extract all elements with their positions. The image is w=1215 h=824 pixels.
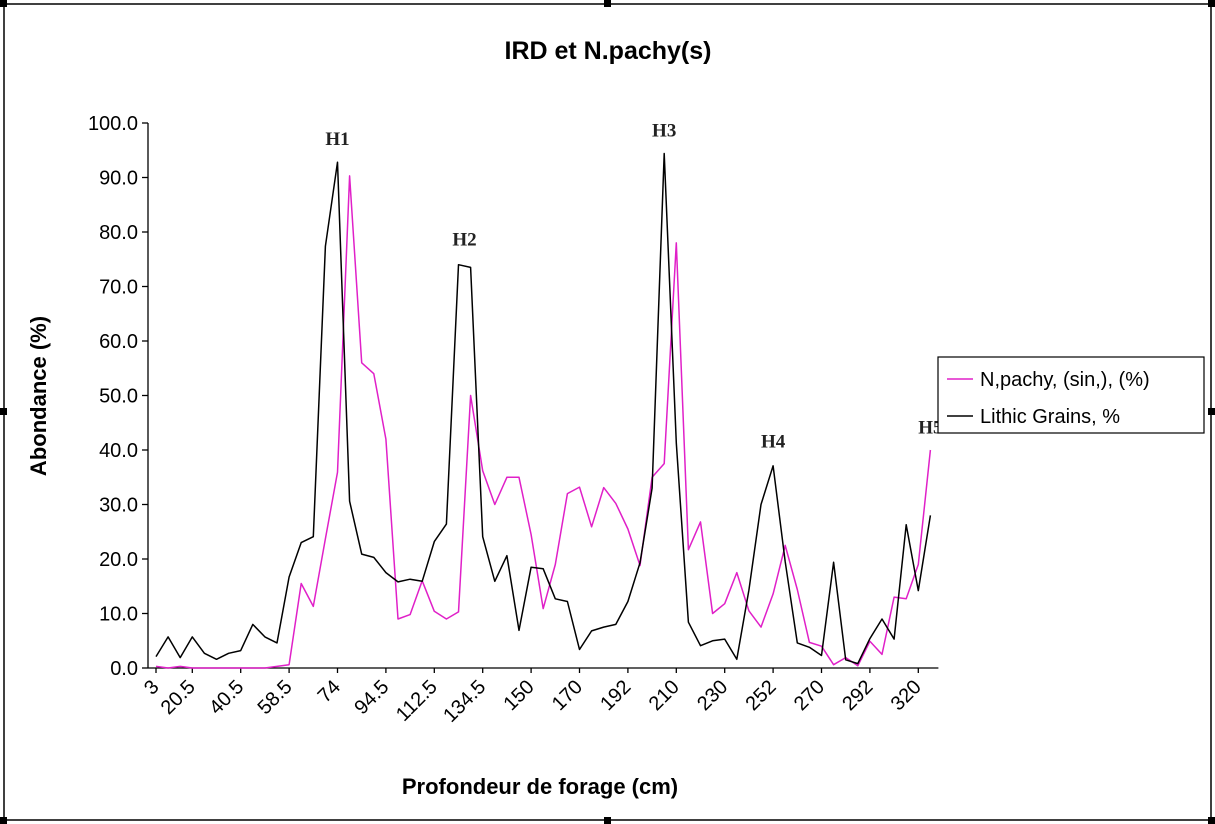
y-axis-title: Abondance (%) — [26, 316, 51, 476]
legend: N,pachy, (sin,), (%) Lithic Grains, % — [937, 356, 1205, 434]
chart-title: IRD et N.pachy(s) — [505, 37, 712, 65]
legend-label-lithic: Lithic Grains, % — [980, 406, 1120, 428]
selection-handle[interactable] — [1208, 0, 1215, 7]
y-tick-label: 10.0 — [99, 604, 138, 626]
annotation-label: H5 — [918, 418, 942, 439]
y-tick-label: 80.0 — [99, 222, 138, 244]
selection-handle[interactable] — [0, 408, 7, 415]
y-tick-label: 30.0 — [99, 495, 138, 517]
y-tick-label: 50.0 — [99, 386, 138, 408]
y-tick-label: 100.0 — [88, 113, 138, 135]
selection-handle[interactable] — [1208, 817, 1215, 824]
selection-handle[interactable] — [0, 817, 7, 824]
x-axis-title: Profondeur de forage (cm) — [402, 774, 678, 799]
y-tick-label: 70.0 — [99, 277, 138, 299]
y-tick-label: 90.0 — [99, 168, 138, 190]
selection-handle[interactable] — [0, 0, 7, 7]
series-line-lithic — [155, 152, 932, 665]
annotation-label: H3 — [652, 121, 676, 142]
legend-box — [937, 356, 1205, 434]
y-tick-label: 40.0 — [99, 440, 138, 462]
selection-handle[interactable] — [604, 817, 611, 824]
selection-handle[interactable] — [1208, 408, 1215, 415]
selection-handle[interactable] — [604, 0, 611, 7]
y-tick-label: 0.0 — [110, 658, 138, 680]
y-tick-label: 60.0 — [99, 331, 138, 353]
annotation-label: H2 — [452, 230, 476, 251]
annotation-label: H4 — [761, 431, 786, 452]
y-tick-label: 20.0 — [99, 549, 138, 571]
annotation-label: H1 — [325, 129, 349, 150]
legend-label-npachy: N,pachy, (sin,), (%) — [980, 369, 1150, 391]
series-line-npachy — [155, 175, 932, 669]
